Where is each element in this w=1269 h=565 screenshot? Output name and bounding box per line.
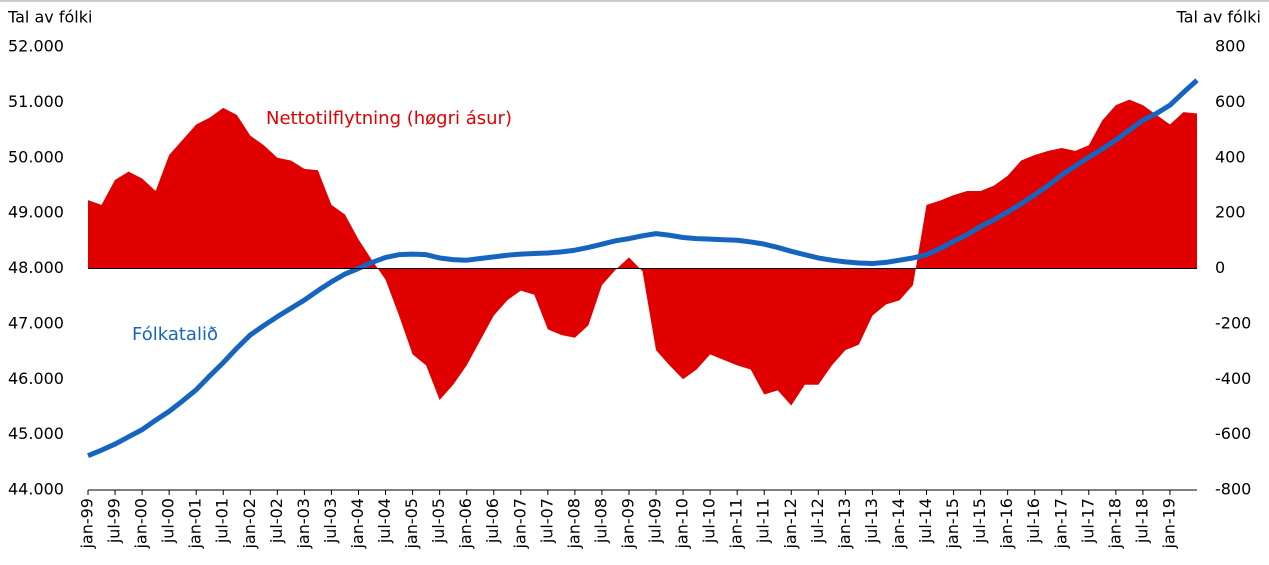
x-tick-label: jul-02 bbox=[267, 498, 286, 544]
area bbox=[88, 99, 1197, 406]
y-tick-label: 52.000 bbox=[8, 37, 64, 56]
y2-tick-label: 600 bbox=[1215, 92, 1246, 111]
y2-tick-label: 400 bbox=[1215, 147, 1246, 166]
y-axis-label: Tal av fólki bbox=[7, 8, 92, 27]
x-tick-label: jul-05 bbox=[429, 498, 448, 544]
x-tick-label: jan-02 bbox=[240, 498, 259, 550]
x-tick-label: jul-16 bbox=[1024, 498, 1043, 544]
x-tick-label: jul-09 bbox=[646, 498, 665, 544]
x-tick-label: jul-07 bbox=[537, 498, 556, 544]
y-tick-label: 44.000 bbox=[8, 480, 64, 499]
x-tick-label: jul-14 bbox=[916, 498, 935, 544]
y2-tick-label: -600 bbox=[1215, 424, 1251, 443]
x-tick-label: jan-00 bbox=[132, 498, 151, 550]
y-tick-label: 48.000 bbox=[8, 258, 64, 277]
y2-tick-label: 0 bbox=[1215, 258, 1225, 277]
x-tick-label: jan-18 bbox=[1105, 498, 1124, 550]
x-tick-label: jan-06 bbox=[456, 498, 475, 550]
x-tick-label: jan-08 bbox=[564, 498, 583, 550]
y-tick-label: 49.000 bbox=[8, 203, 64, 222]
x-tick-label: jan-99 bbox=[78, 498, 97, 550]
x-tick-label: jan-10 bbox=[673, 498, 692, 550]
x-tick-label: jul-00 bbox=[159, 498, 178, 544]
y2-tick-label: -800 bbox=[1215, 480, 1251, 499]
x-tick-label: jul-13 bbox=[862, 498, 881, 544]
x-tick-label: jan-05 bbox=[402, 498, 421, 550]
y-tick-label: 45.000 bbox=[8, 424, 64, 443]
x-tick-label: jan-13 bbox=[835, 498, 854, 550]
x-tick-label: jan-09 bbox=[618, 498, 637, 550]
line bbox=[87, 78, 1199, 458]
x-tick-label: jan-12 bbox=[781, 498, 800, 550]
y2-tick-label: -200 bbox=[1215, 313, 1251, 332]
x-tick-label: jul-06 bbox=[483, 498, 502, 544]
y-tick-label: 50.000 bbox=[8, 147, 64, 166]
x-tick-label: jul-17 bbox=[1078, 498, 1097, 544]
annotation: Fólkatalið bbox=[132, 324, 218, 345]
x-tick-label: jul-03 bbox=[321, 498, 340, 544]
x-tick-label: jul-08 bbox=[591, 498, 610, 544]
x-tick-label: jul-12 bbox=[808, 498, 827, 544]
y2-axis-label: Tal av fólki bbox=[1176, 8, 1261, 27]
x-tick-label: jan-01 bbox=[186, 498, 205, 550]
x-tick-label: jan-19 bbox=[1159, 498, 1178, 550]
x-tick-label: jan-17 bbox=[1051, 498, 1070, 550]
y-tick-label: 51.000 bbox=[8, 92, 64, 111]
x-tick-label: jan-07 bbox=[510, 498, 529, 550]
annotation: Nettotilflytning (høgri ásur) bbox=[266, 108, 512, 129]
y-tick-label: 46.000 bbox=[8, 369, 64, 388]
x-tick-label: jan-03 bbox=[294, 498, 313, 550]
x-tick-label: jul-15 bbox=[970, 498, 989, 544]
x-tick-label: jul-04 bbox=[375, 498, 394, 544]
x-tick-label: jul-01 bbox=[213, 498, 232, 544]
x-tick-label: jul-11 bbox=[754, 498, 773, 544]
y2-tick-label: 800 bbox=[1215, 37, 1246, 56]
y2-tick-label: -400 bbox=[1215, 369, 1251, 388]
y2-tick-label: 200 bbox=[1215, 203, 1246, 222]
y-tick-label: 47.000 bbox=[8, 313, 64, 332]
x-tick-label: jul-99 bbox=[105, 498, 124, 544]
x-tick-label: jan-11 bbox=[727, 498, 746, 550]
x-tick-label: jan-16 bbox=[997, 498, 1016, 550]
x-tick-label: jul-10 bbox=[700, 498, 719, 544]
x-tick-label: jul-18 bbox=[1132, 498, 1151, 544]
x-tick-label: jan-15 bbox=[943, 498, 962, 550]
x-tick-label: jan-04 bbox=[348, 498, 367, 550]
x-tick-label: jan-14 bbox=[889, 498, 908, 550]
